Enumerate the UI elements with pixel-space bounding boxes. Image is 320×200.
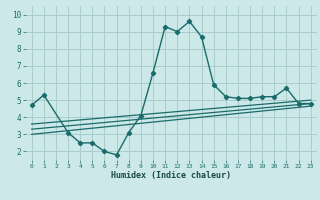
X-axis label: Humidex (Indice chaleur): Humidex (Indice chaleur) [111,171,231,180]
